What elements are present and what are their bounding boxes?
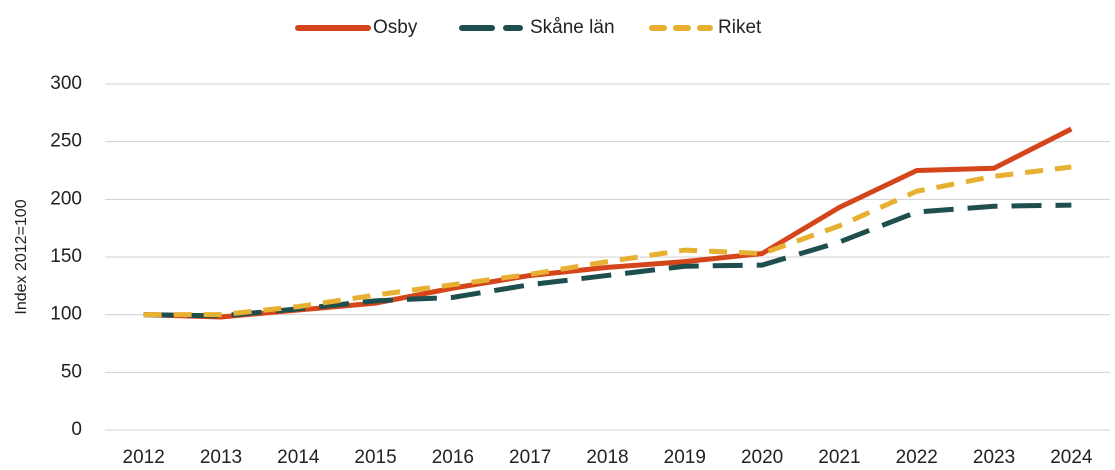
y-tick-label: 250: [50, 131, 82, 152]
series-line: [143, 126, 1073, 320]
x-tick-label: 2013: [200, 447, 242, 468]
y-tick-label: 100: [50, 304, 82, 325]
y-tick-label: 150: [50, 246, 82, 267]
y-tick-label: 200: [50, 188, 82, 209]
x-tick-label: 2022: [896, 447, 938, 468]
x-tick-label: 2012: [123, 447, 165, 468]
x-tick-label: 2021: [818, 447, 860, 468]
series-line: [143, 164, 1072, 318]
x-tick-label: 2020: [741, 447, 783, 468]
x-tick-label: 2023: [973, 447, 1015, 468]
y-tick-label: 300: [50, 73, 82, 94]
legend-label: Osby: [373, 17, 418, 38]
x-tick-label: 2024: [1050, 447, 1093, 468]
y-tick-label: 0: [71, 419, 82, 440]
y-tick-label: 50: [61, 361, 82, 382]
x-tick-label: 2017: [509, 447, 551, 468]
legend-label: Skåne län: [530, 17, 615, 38]
x-tick-label: 2014: [277, 447, 320, 468]
x-tick-label: 2016: [432, 447, 474, 468]
y-axis-label: Index 2012=100: [13, 199, 30, 314]
x-tick-label: 2015: [354, 447, 396, 468]
x-tick-label: 2018: [586, 447, 628, 468]
x-tick-label: 2019: [664, 447, 706, 468]
legend-label: Riket: [718, 17, 762, 38]
